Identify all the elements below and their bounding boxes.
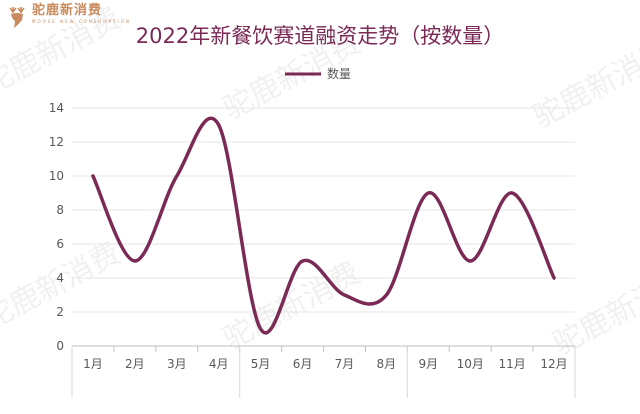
chart-title: 2022年新餐饮赛道融资走势（按数量） bbox=[135, 24, 505, 48]
moose-logo-icon bbox=[9, 7, 25, 28]
x-tick-label: 1月 bbox=[83, 357, 103, 371]
x-tick-label: 5月 bbox=[251, 357, 271, 371]
legend-label: 数量 bbox=[327, 66, 351, 81]
brand-tagline: MOOSE NEW CONSUMPTION bbox=[32, 19, 131, 24]
data-point bbox=[175, 174, 179, 178]
data-point bbox=[510, 191, 514, 195]
x-tick-label: 4月 bbox=[209, 357, 229, 371]
y-tick-label: 10 bbox=[49, 169, 64, 183]
brand-name: 驼鹿新消费 bbox=[32, 3, 103, 18]
x-tick-label: 2月 bbox=[125, 357, 145, 371]
x-tick-label: 3月 bbox=[167, 357, 187, 371]
data-point bbox=[301, 259, 305, 263]
x-tick-label: 7月 bbox=[335, 357, 355, 371]
watermark-text: 驼鹿新消费 bbox=[527, 34, 640, 135]
data-point bbox=[133, 259, 137, 263]
x-tick-label: 12月 bbox=[540, 357, 567, 371]
brand-logo: 驼鹿新消费 MOOSE NEW CONSUMPTION bbox=[6, 4, 131, 30]
data-point bbox=[552, 276, 556, 280]
data-point bbox=[468, 259, 472, 263]
data-point bbox=[384, 293, 388, 297]
series-line bbox=[91, 116, 556, 335]
x-tick-label: 8月 bbox=[377, 357, 397, 371]
data-point bbox=[91, 174, 95, 178]
data-point bbox=[259, 327, 263, 331]
x-tick-label: 11月 bbox=[498, 357, 525, 371]
data-point bbox=[426, 191, 430, 195]
y-tick-label: 14 bbox=[49, 101, 64, 115]
x-tick-label: 9月 bbox=[418, 357, 438, 371]
y-tick-label: 4 bbox=[56, 271, 64, 285]
watermark-text: 驼鹿新消费 bbox=[217, 256, 366, 357]
y-tick-label: 6 bbox=[56, 237, 64, 251]
y-tick-label: 12 bbox=[49, 135, 64, 149]
watermark-text: 驼鹿新消费 bbox=[0, 1, 126, 102]
y-tick-label: 0 bbox=[56, 339, 64, 353]
x-tick-label: 10月 bbox=[457, 357, 484, 371]
data-point bbox=[217, 123, 221, 127]
data-point bbox=[342, 293, 346, 297]
x-tick-label: 6月 bbox=[293, 357, 313, 371]
watermark-text: 驼鹿新消费 bbox=[547, 261, 640, 362]
y-tick-label: 8 bbox=[56, 203, 64, 217]
y-tick-label: 2 bbox=[56, 305, 64, 319]
